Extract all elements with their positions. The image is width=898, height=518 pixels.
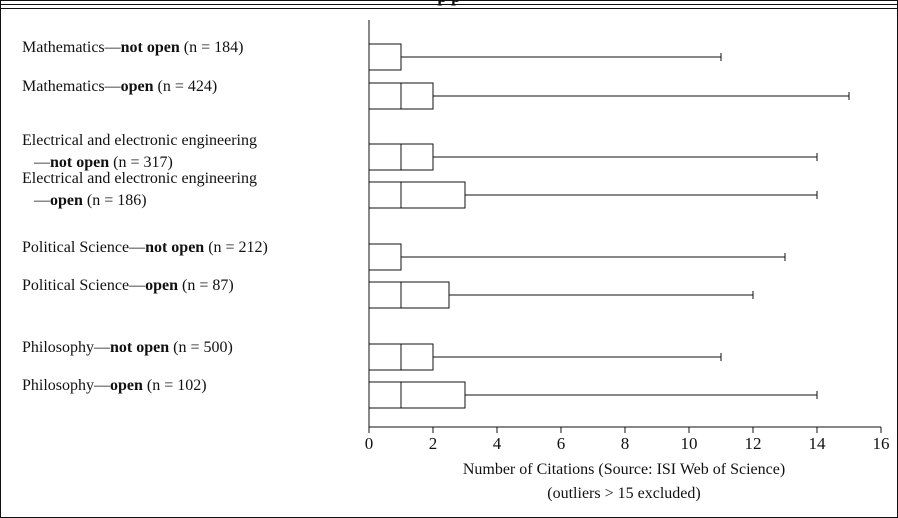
label-segment: not open [50, 154, 109, 171]
series-label-line1: Electrical and electronic engineering [22, 170, 257, 187]
label-segment: Political Science— [22, 277, 146, 294]
label-segment: (n = 500) [169, 339, 233, 356]
label-segment: — [33, 192, 51, 209]
x-tick-label: 16 [873, 434, 890, 453]
label-segment: Philosophy— [22, 377, 111, 394]
chart-title: p p [437, 0, 460, 6]
label-segment: not open [121, 39, 180, 56]
x-axis-title: Number of Citations (Source: ISI Web of … [463, 461, 785, 478]
series-label-line1: Electrical and electronic engineering [22, 132, 257, 149]
x-tick-label: 2 [429, 434, 438, 453]
label-segment: not open [110, 339, 169, 356]
label-segment: (n = 87) [178, 277, 234, 294]
x-tick-label: 14 [809, 434, 827, 453]
series-label: Political Science—not open (n = 212) [22, 239, 268, 256]
label-segment: (n = 102) [143, 377, 207, 394]
box [368, 381, 466, 409]
label-segment: (n = 317) [109, 154, 173, 171]
label-segment: open [121, 78, 154, 95]
x-tick-label: 10 [681, 434, 698, 453]
series-label: Mathematics—open (n = 424) [22, 78, 217, 95]
x-tick-label: 0 [365, 434, 374, 453]
series-label: Philosophy—open (n = 102) [22, 377, 207, 394]
x-tick-label: 6 [557, 434, 566, 453]
series-label: Political Science—open (n = 87) [22, 277, 234, 294]
label-segment: (n = 212) [204, 239, 268, 256]
label-segment: Political Science— [22, 239, 146, 256]
x-tick-label: 12 [745, 434, 762, 453]
label-segment: — [33, 154, 51, 171]
box [368, 281, 450, 309]
label-segment: Philosophy— [22, 339, 111, 356]
x-axis-note: (outliers > 15 excluded) [547, 485, 700, 502]
label-segment: Mathematics— [22, 39, 122, 56]
label-segment: open [50, 192, 83, 209]
box [368, 43, 402, 71]
label-segment: (n = 424) [154, 78, 218, 95]
label-segment: (n = 184) [180, 39, 244, 56]
box [368, 243, 402, 271]
series-label-line2: —open (n = 186) [33, 192, 147, 209]
label-segment: Mathematics— [22, 78, 122, 95]
x-tick-label: 4 [493, 434, 502, 453]
label-segment: open [110, 377, 143, 394]
box [368, 181, 466, 209]
label-segment: (n = 186) [83, 192, 147, 209]
series-label-line2: —not open (n = 317) [33, 154, 173, 171]
series-label: Mathematics—not open (n = 184) [22, 39, 243, 56]
label-segment: Electrical and electronic engineering [22, 170, 257, 187]
label-segment: open [145, 277, 178, 294]
label-segment: Electrical and electronic engineering [22, 132, 257, 149]
label-segment: not open [145, 239, 204, 256]
series-label: Philosophy—not open (n = 500) [22, 339, 233, 356]
x-tick-label: 8 [621, 434, 630, 453]
